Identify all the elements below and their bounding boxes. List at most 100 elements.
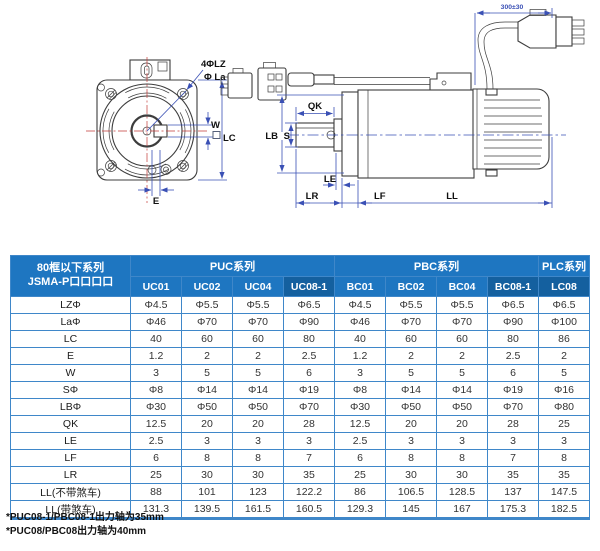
spec-cell: Φ16 xyxy=(538,381,590,399)
spec-cell: 137 xyxy=(487,483,539,501)
spec-cell: Φ70 xyxy=(232,313,284,331)
spec-cell: 2.5 xyxy=(130,432,182,450)
column-header: BC08-1 xyxy=(487,276,539,297)
table-row: LL(带煞车) 131.3 139.5 161.5 160.5 129.3 145 167 17… xyxy=(10,500,590,519)
spec-cell: Φ50 xyxy=(385,398,437,416)
spec-cell: 3 xyxy=(487,432,539,450)
spec-cell: Φ14 xyxy=(232,381,284,399)
spec-cell: 80 xyxy=(283,330,335,348)
spec-cell: Φ14 xyxy=(436,381,488,399)
label-cable-length: 300±30 xyxy=(501,4,524,11)
spec-cell: 80 xyxy=(487,330,539,348)
cooling-ribs xyxy=(484,99,542,165)
row-label: LaΦ xyxy=(10,313,131,331)
spec-cell: 20 xyxy=(436,415,488,433)
row-label: LR xyxy=(10,466,131,484)
spec-cell: 161.5 xyxy=(232,500,284,519)
spec-cell: 28 xyxy=(487,415,539,433)
footnote-2: *PUC08/PBC08出力轴为40mm xyxy=(6,526,147,537)
row-label: LE xyxy=(10,432,131,450)
spec-cell: 123 xyxy=(232,483,284,501)
series-title-line2: JSMA-P口口口口 xyxy=(27,276,114,288)
spec-cell: Φ80 xyxy=(538,398,590,416)
spec-cell: 2 xyxy=(436,347,488,365)
spec-cell: 167 xyxy=(436,500,488,519)
spec-cell: Φ5.5 xyxy=(181,296,233,314)
label-ll: LL xyxy=(446,191,458,202)
spec-table: 80框以下系列 JSMA-P口口口口 PUC系列 PBC系列 PLC系列 UC0… xyxy=(10,255,590,520)
spec-cell: 3 xyxy=(436,432,488,450)
column-header: UC02 xyxy=(181,276,233,297)
spec-cell: Φ30 xyxy=(334,398,386,416)
row-label: E xyxy=(10,347,131,365)
spec-cell: Φ70 xyxy=(385,313,437,331)
footnote-1: *PUC08-1/PBC08-1出力轴为35mm xyxy=(6,512,164,523)
label-w: W xyxy=(211,120,220,131)
spec-cell: 2 xyxy=(538,347,590,365)
series-title-line1: 80框以下系列 xyxy=(36,262,105,275)
spec-cell: 6 xyxy=(487,364,539,382)
spec-cell: 60 xyxy=(385,330,437,348)
spec-cell: 2 xyxy=(385,347,437,365)
spec-cell: 5 xyxy=(385,364,437,382)
spec-cell: 88 xyxy=(130,483,182,501)
rear-housing xyxy=(472,88,550,170)
spec-cell: Φ14 xyxy=(385,381,437,399)
spec-cell: 5 xyxy=(181,364,233,382)
spec-cell: Φ90 xyxy=(487,313,539,331)
column-header: LC08 xyxy=(538,276,590,297)
footnotes: *PUC08-1/PBC08-1出力轴为35mm *PUC08/PBC08出力轴… xyxy=(6,511,164,539)
row-label: QK xyxy=(10,415,131,433)
spec-cell: Φ70 xyxy=(181,313,233,331)
spec-cell: Φ6.5 xyxy=(538,296,590,314)
spec-cell: 2.5 xyxy=(334,432,386,450)
spec-cell: 7 xyxy=(283,449,335,467)
spec-cell: Φ30 xyxy=(130,398,182,416)
spec-cell: 6 xyxy=(283,364,335,382)
table-row: E 1.2 2 2 2.5 1.2 2 2 2.5 2 xyxy=(10,347,590,365)
table-row: LZΦ Φ4.5 Φ5.5 Φ5.5 Φ6.5 Φ4.5 Φ5.5 Φ5.5 Φ6.5 Φ6.5 xyxy=(10,296,590,314)
spec-cell: 35 xyxy=(538,466,590,484)
row-label: SΦ xyxy=(10,381,131,399)
spec-cell: 147.5 xyxy=(538,483,590,501)
row-label: LC xyxy=(10,330,131,348)
table-row: LF 6 8 8 7 6 8 8 7 8 xyxy=(10,449,590,467)
spec-cell: 3 xyxy=(538,432,590,450)
spec-cell: 182.5 xyxy=(538,500,590,519)
cable-taper xyxy=(313,74,335,85)
row-label: LBΦ xyxy=(10,398,131,416)
spec-table-body: LZΦ Φ4.5 Φ5.5 Φ5.5 Φ6.5 Φ4.5 Φ5.5 Φ5.5 Φ6.5 Φ6.5 L… xyxy=(10,296,590,519)
cable-sleeve xyxy=(287,72,315,87)
spec-cell: 8 xyxy=(538,449,590,467)
spec-cell: Φ70 xyxy=(283,398,335,416)
spec-cell: Φ5.5 xyxy=(232,296,284,314)
table-row: LE 2.5 3 3 3 2.5 3 3 3 3 xyxy=(10,432,590,450)
spec-cell: Φ8 xyxy=(334,381,386,399)
power-cable xyxy=(477,21,518,90)
spec-cell: Φ19 xyxy=(487,381,539,399)
spec-cell: 2.5 xyxy=(487,347,539,365)
spec-cell: 5 xyxy=(538,364,590,382)
column-header: BC04 xyxy=(436,276,488,297)
row-label: W xyxy=(10,364,131,382)
spec-cell: 30 xyxy=(436,466,488,484)
spec-cell: 35 xyxy=(487,466,539,484)
spec-cell: 1.2 xyxy=(334,347,386,365)
spec-cell: 6 xyxy=(130,449,182,467)
spec-cell: 3 xyxy=(232,432,284,450)
spec-cell: 175.3 xyxy=(487,500,539,519)
spec-cell: Φ50 xyxy=(436,398,488,416)
row-label: LL(不带煞车) xyxy=(10,483,131,501)
dimension-drawing: 4ΦLZ Φ La W LC E xyxy=(86,4,585,208)
spec-cell: 20 xyxy=(385,415,437,433)
corner-header: 80框以下系列 JSMA-P口口口口 xyxy=(10,255,131,297)
row-label: LZΦ xyxy=(10,296,131,314)
spec-cell: 8 xyxy=(181,449,233,467)
spec-table-header: 80框以下系列 JSMA-P口口口口 PUC系列 PBC系列 PLC系列 UC0… xyxy=(10,255,590,297)
spec-cell: Φ46 xyxy=(334,313,386,331)
spec-cell: Φ5.5 xyxy=(385,296,437,314)
label-lb: LB xyxy=(265,131,278,142)
spec-cell: 40 xyxy=(130,330,182,348)
